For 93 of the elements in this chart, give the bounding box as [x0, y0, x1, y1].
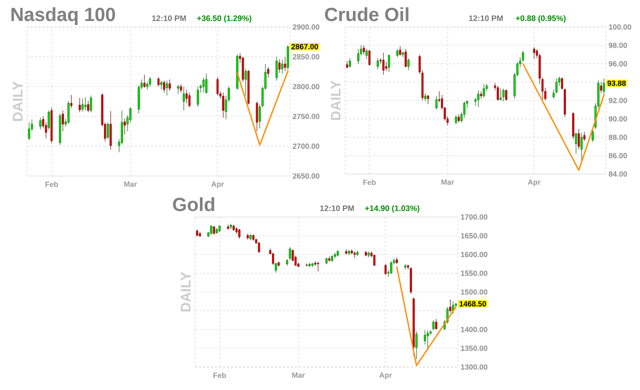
candlestick	[580, 132, 583, 160]
text: 12:10 PM	[320, 205, 354, 212]
candlestick	[402, 52, 404, 58]
candlestick	[583, 131, 586, 142]
candlestick	[334, 252, 336, 258]
candlestick	[28, 122, 30, 140]
candlestick	[84, 97, 86, 111]
candlestick	[62, 110, 64, 132]
candlestick	[256, 101, 258, 132]
candlestick	[281, 60, 284, 74]
candlestick	[376, 58, 379, 70]
candlestick	[267, 66, 270, 78]
candlestick	[454, 114, 458, 125]
candlestick	[82, 98, 84, 112]
candlestick	[110, 110, 112, 150]
candlestick	[70, 94, 72, 108]
candlestick	[427, 94, 430, 104]
candlestick	[382, 52, 384, 76]
candlestick	[286, 45, 289, 70]
candlestick	[384, 264, 387, 276]
candlestick	[600, 82, 602, 94]
candlestick	[244, 68, 247, 96]
candlestick	[348, 58, 351, 68]
candlestick	[390, 261, 392, 274]
text: 12:10 PM	[469, 15, 503, 22]
candlestick	[124, 118, 126, 135]
candlestick	[348, 250, 350, 256]
candlestick	[186, 89, 188, 104]
candlestick	[188, 92, 190, 108]
candlestick	[90, 95, 92, 112]
candlestick	[407, 58, 410, 70]
candlestick	[222, 92, 224, 118]
candlestick	[163, 80, 166, 93]
candlestick	[366, 48, 368, 60]
candlestick	[238, 228, 240, 239]
text: +14.90 (1.03%)	[365, 205, 420, 213]
candlestick	[574, 132, 578, 154]
candlestick	[388, 54, 390, 72]
candlestick	[278, 58, 280, 74]
candlestick	[168, 79, 171, 92]
candlestick	[404, 48, 407, 68]
candlestick	[463, 101, 466, 118]
candlestick	[432, 320, 434, 330]
candlestick	[205, 73, 208, 94]
candlestick	[180, 84, 182, 93]
candlestick	[258, 242, 260, 254]
candlestick	[276, 56, 278, 81]
candlestick	[435, 318, 438, 330]
candlestick	[505, 89, 508, 101]
candlestick	[288, 246, 291, 260]
candlestick	[196, 86, 199, 108]
text: +0.88 (0.95%)	[516, 15, 566, 23]
candlestick	[202, 77, 205, 93]
text: 12:10 PM	[152, 15, 186, 22]
candlestick	[284, 56, 286, 72]
candlestick	[106, 122, 109, 140]
candlestick	[602, 78, 605, 96]
candlestick	[227, 224, 230, 230]
candlestick	[48, 110, 50, 130]
chart-title: Crude Oil	[324, 7, 408, 22]
chart-title: Nasdaq 100	[11, 7, 116, 25]
candlestick	[242, 56, 244, 82]
candlestick	[435, 96, 438, 110]
candlestick	[415, 331, 418, 360]
candlestick	[357, 48, 360, 64]
candlestick	[157, 76, 160, 87]
candlestick	[482, 84, 485, 98]
candlestick	[373, 254, 376, 266]
chart-title: Gold	[172, 197, 214, 212]
candlestick	[424, 330, 426, 345]
candlestick	[368, 50, 370, 66]
candlestick	[149, 76, 152, 87]
candlestick	[78, 98, 81, 112]
candlestick	[410, 267, 412, 294]
text: +36.50 (1.29%)	[197, 15, 252, 23]
candlestick	[502, 88, 504, 102]
candlestick	[216, 76, 219, 96]
candlestick	[500, 88, 502, 101]
candlestick	[39, 117, 42, 130]
candlestick	[67, 100, 70, 124]
candlestick	[385, 62, 388, 72]
candlestick	[166, 80, 168, 96]
candlestick	[182, 86, 185, 111]
candlestick	[399, 46, 402, 56]
candlestick	[449, 299, 452, 313]
candlestick	[87, 100, 90, 112]
candlestick	[578, 128, 580, 150]
candlestick	[572, 112, 574, 140]
candlestick	[272, 252, 274, 266]
candlestick	[533, 46, 536, 60]
candlestick	[362, 45, 365, 55]
candlestick	[496, 86, 499, 101]
candlestick	[477, 90, 480, 108]
